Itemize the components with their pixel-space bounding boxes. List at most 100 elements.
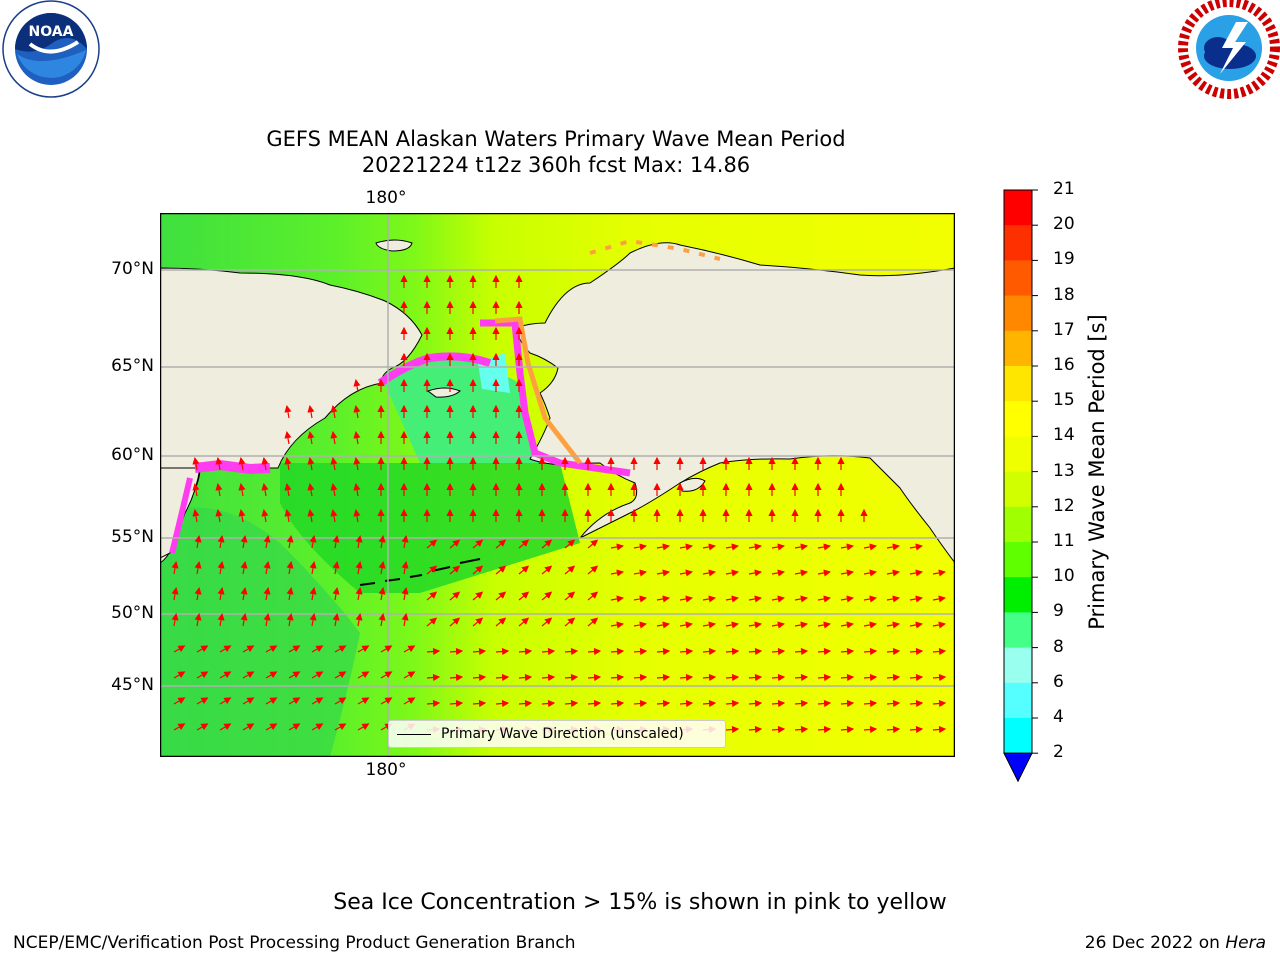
wave-arrow — [840, 725, 855, 734]
wave-arrow — [633, 621, 647, 629]
wave-arrow — [886, 595, 900, 603]
wave-arrow — [192, 457, 200, 471]
wave-arrow — [238, 483, 246, 497]
colorbar-tick-label: 4 — [1053, 707, 1064, 727]
wave-arrow — [242, 645, 255, 653]
colorbar-tick-label: 18 — [1053, 284, 1075, 305]
wave-arrow — [587, 591, 599, 601]
wave-arrow — [886, 569, 900, 577]
wave-arrow — [518, 565, 530, 575]
wave-arrow — [702, 699, 717, 708]
wave-arrow — [307, 457, 315, 471]
map-frame — [160, 213, 955, 757]
wave-arrow — [495, 647, 510, 656]
wave-arrow — [495, 539, 507, 549]
colorbar — [1003, 189, 1038, 783]
wave-arrow — [472, 539, 484, 549]
wave-arrow — [610, 673, 625, 682]
wave-arrow — [817, 699, 832, 708]
wave-arrow — [173, 671, 186, 679]
wave-arrow — [217, 587, 225, 601]
wave-arrow — [909, 647, 924, 656]
wave-arrow — [541, 647, 556, 656]
chart-title: GEFS MEAN Alaskan Waters Primary Wave Me… — [266, 127, 846, 151]
wave-arrow — [541, 673, 556, 682]
wave-arrow — [355, 613, 363, 627]
wave-arrow — [194, 535, 202, 549]
wave-arrow — [472, 565, 484, 575]
bering-green-region — [280, 463, 580, 593]
wave-arrow — [541, 565, 553, 575]
wave-arrow — [817, 543, 831, 551]
wave-arrow — [194, 587, 202, 601]
wave-arrow — [265, 671, 278, 679]
colorbar-tick-label: 14 — [1053, 425, 1075, 446]
wave-arrow — [863, 543, 877, 551]
colorbar-tick-label: 16 — [1053, 355, 1075, 375]
wave-arrow — [610, 595, 624, 603]
wave-arrow — [794, 543, 808, 551]
wave-arrow — [587, 647, 602, 656]
wave-arrow — [309, 613, 317, 627]
wave-arrow — [518, 591, 530, 601]
wave-arrow — [261, 483, 269, 497]
wave-arrow — [261, 509, 269, 523]
wave-arrow — [932, 647, 947, 656]
colorbar-band — [1004, 295, 1032, 332]
colorbar-band — [1004, 225, 1032, 261]
wave-arrow — [355, 587, 363, 601]
colorbar-band — [1004, 260, 1032, 297]
wave-arrow — [426, 591, 438, 601]
wave-arrow — [656, 699, 671, 708]
wave-arrow — [518, 539, 530, 549]
lon-label-bottom: 180° — [365, 760, 407, 780]
wave-arrow — [240, 613, 248, 627]
wave-arrow — [679, 543, 693, 551]
wave-arrow — [909, 595, 923, 603]
lat-label-60n: 60°N — [111, 445, 154, 465]
wave-arrow — [725, 725, 740, 734]
wave-arrow — [284, 509, 292, 523]
wave-arrow — [263, 587, 271, 601]
wave-arrow — [748, 699, 763, 708]
wave-arrow — [771, 647, 786, 656]
wave-arrow — [196, 671, 209, 679]
wave-arrow — [725, 543, 739, 551]
wave-arrow — [633, 673, 648, 682]
wave-arrow — [353, 483, 361, 497]
wave-arrow — [794, 595, 808, 603]
wave-arrow — [449, 539, 461, 549]
wave-arrow — [173, 645, 186, 653]
wave-arrow — [863, 699, 878, 708]
wave-arrow — [932, 699, 947, 708]
wave-arrow — [449, 647, 464, 656]
wave-arrow — [725, 621, 739, 629]
wave-arrow — [330, 431, 338, 445]
colorbar-tick-label: 13 — [1053, 460, 1075, 481]
wave-arrow — [656, 647, 671, 656]
wave-arrow — [656, 595, 670, 603]
wave-arrow — [587, 539, 599, 549]
wave-arrow — [426, 673, 441, 682]
wave-arrow — [192, 483, 200, 497]
wave-arrow — [725, 569, 739, 577]
lat-label-70n: 70°N — [111, 259, 154, 279]
footer-branch: NCEP/EMC/Verification Post Processing Pr… — [13, 933, 576, 953]
wave-arrow — [357, 723, 370, 731]
colorbar-tick-label: 11 — [1053, 531, 1075, 551]
wave-arrow — [633, 543, 647, 551]
lon-label-top: 180° — [365, 188, 407, 208]
wave-arrow — [863, 621, 877, 629]
wave-arrow — [353, 457, 361, 471]
wave-arrow — [284, 431, 292, 445]
wave-arrow — [265, 723, 278, 731]
wave-arrow — [794, 673, 809, 682]
wave-arrow — [192, 509, 200, 523]
wave-arrow — [771, 569, 785, 577]
wave-arrow — [380, 671, 393, 679]
wave-arrow — [932, 595, 946, 603]
wave-arrow — [449, 617, 461, 627]
footer-date: 26 Dec 2022 on Hera — [1085, 933, 1266, 953]
wave-arrow — [357, 697, 370, 705]
wave-arrow — [261, 457, 269, 471]
